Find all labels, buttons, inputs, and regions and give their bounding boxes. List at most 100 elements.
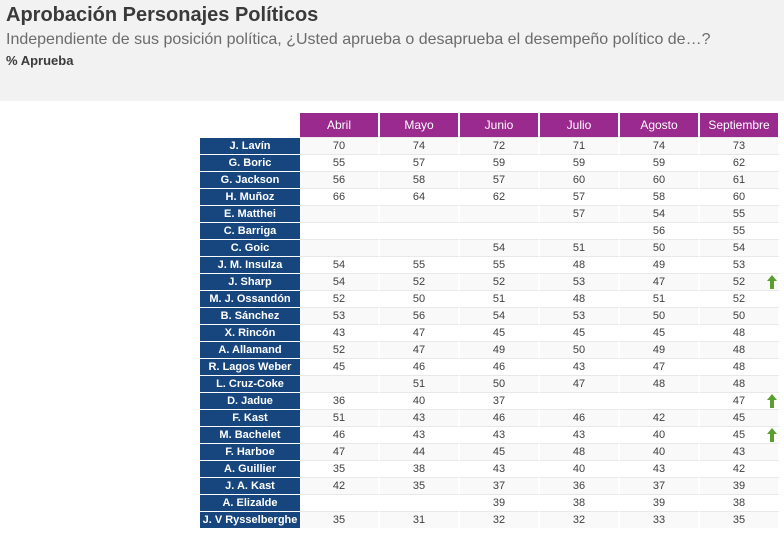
approval-value: 60: [700, 188, 780, 205]
politician-name: F. Harboe: [200, 443, 300, 460]
approval-value: 47: [700, 392, 780, 409]
table-row: J. Lavín 70 74 72 71 74 73: [200, 137, 780, 154]
approval-value: 58: [380, 171, 460, 188]
approval-value: 60: [540, 171, 620, 188]
approval-value: 51: [540, 239, 620, 256]
politician-name: B. Sánchez: [200, 307, 300, 324]
approval-value: 48: [540, 290, 620, 307]
approval-value: 50: [620, 307, 700, 324]
table-row: G. Boric 55 57 59 59 59 62: [200, 154, 780, 171]
table-row: M. Bachelet 46 43 43 43 40 45: [200, 426, 780, 443]
politician-name: R. Lagos Weber: [200, 358, 300, 375]
approval-value: 39: [460, 494, 540, 511]
trend-up-icon: [767, 274, 777, 289]
approval-value: 35: [300, 460, 380, 477]
approval-value: 40: [620, 443, 700, 460]
table-row: E. Matthei 57 54 55: [200, 205, 780, 222]
approval-value: 52: [300, 290, 380, 307]
table-row: A. Allamand 52 47 49 50 49 48: [200, 341, 780, 358]
approval-value: 48: [700, 358, 780, 375]
month-header: Septiembre: [700, 113, 780, 137]
approval-value: 47: [540, 375, 620, 392]
approval-value: 38: [540, 494, 620, 511]
approval-value: 56: [620, 222, 700, 239]
approval-value: 61: [700, 171, 780, 188]
approval-value: [300, 222, 380, 239]
approval-value: 39: [620, 494, 700, 511]
approval-value: 51: [460, 290, 540, 307]
approval-value: 55: [700, 222, 780, 239]
approval-value: 66: [300, 188, 380, 205]
approval-value: 42: [300, 477, 380, 494]
approval-value: [300, 205, 380, 222]
approval-value: 31: [380, 511, 460, 528]
approval-value: 57: [460, 171, 540, 188]
approval-value: 59: [540, 154, 620, 171]
approval-value: [300, 494, 380, 511]
approval-value: 48: [540, 443, 620, 460]
approval-value: [460, 205, 540, 222]
approval-value: 73: [700, 137, 780, 154]
approval-value: 53: [540, 273, 620, 290]
approval-value: 52: [460, 273, 540, 290]
table-row: J. A. Kast 42 35 37 36 37 39: [200, 477, 780, 494]
table-row: C. Goic 54 51 50 54: [200, 239, 780, 256]
month-header: Julio: [540, 113, 620, 137]
chart-subtitle: Independiente de sus posición política, …: [6, 31, 711, 48]
approval-value: 57: [540, 205, 620, 222]
approval-value: 43: [540, 358, 620, 375]
month-header-row: Abril Mayo Junio Julio Agosto Septiembre: [200, 113, 780, 137]
politician-name: X. Rincón: [200, 324, 300, 341]
approval-value: 55: [460, 256, 540, 273]
approval-value: 52: [300, 341, 380, 358]
approval-value: 47: [380, 324, 460, 341]
approval-value: [300, 375, 380, 392]
approval-value: [380, 239, 460, 256]
approval-value: [540, 222, 620, 239]
measure-label: % Aprueba: [6, 53, 74, 68]
approval-value: [300, 239, 380, 256]
approval-value: 53: [300, 307, 380, 324]
approval-value: 54: [700, 239, 780, 256]
approval-value: 46: [380, 358, 460, 375]
politician-name: F. Kast: [200, 409, 300, 426]
approval-value: 36: [300, 392, 380, 409]
table-row: L. Cruz-Coke 51 50 47 48 48: [200, 375, 780, 392]
approval-value: 57: [380, 154, 460, 171]
approval-value: 59: [620, 154, 700, 171]
approval-value: 50: [460, 375, 540, 392]
approval-value: 47: [620, 273, 700, 290]
approval-value: 70: [300, 137, 380, 154]
approval-value: 50: [620, 239, 700, 256]
approval-value: 43: [380, 426, 460, 443]
approval-value: 44: [380, 443, 460, 460]
approval-value: 48: [540, 256, 620, 273]
approval-value: 58: [620, 188, 700, 205]
approval-value: 60: [620, 171, 700, 188]
politician-name: M. Bachelet: [200, 426, 300, 443]
table-row: H. Muñoz 66 64 62 57 58 60: [200, 188, 780, 205]
trend-up-icon: [767, 427, 777, 442]
approval-value: 56: [300, 171, 380, 188]
politician-name: A. Allamand: [200, 341, 300, 358]
approval-value: 35: [380, 477, 460, 494]
approval-value: 45: [700, 409, 780, 426]
approval-value: [380, 222, 460, 239]
month-header: Mayo: [380, 113, 460, 137]
table-row: J. M. Insulza 54 55 55 48 49 53: [200, 256, 780, 273]
table-row: A. Elizalde 39 38 39 38: [200, 494, 780, 511]
approval-value: 40: [380, 392, 460, 409]
approval-value: 37: [460, 477, 540, 494]
table-row: J. Sharp 54 52 52 53 47 52: [200, 273, 780, 290]
table-row: F. Kast 51 43 46 46 42 45: [200, 409, 780, 426]
approval-value: [380, 205, 460, 222]
header-band: [0, 0, 784, 101]
table-row: X. Rincón 43 47 45 45 45 48: [200, 324, 780, 341]
approval-value: 49: [620, 256, 700, 273]
approval-value: 47: [620, 358, 700, 375]
politician-name: G. Jackson: [200, 171, 300, 188]
approval-value: 32: [540, 511, 620, 528]
approval-value: 43: [380, 409, 460, 426]
politician-name: E. Matthei: [200, 205, 300, 222]
approval-value: 32: [460, 511, 540, 528]
